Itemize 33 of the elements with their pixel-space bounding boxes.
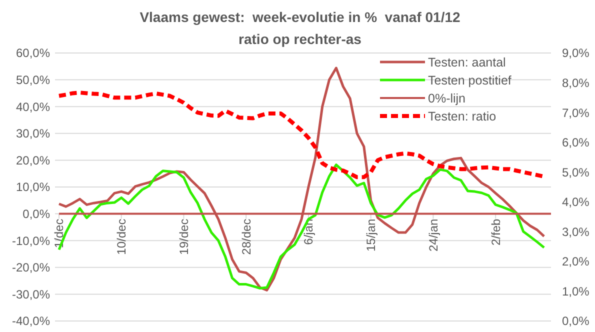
y2-tick-label: 6,0%	[562, 136, 590, 150]
x-tick-label: 15/jan	[364, 218, 378, 252]
y-tick-label: -30,0%	[12, 287, 50, 302]
legend-label: Testen: aantal	[428, 55, 506, 70]
legend-label: 0%-lijn	[428, 91, 466, 106]
y-tick-label: -20,0%	[12, 260, 50, 275]
chart-title: Vlaams gewest: week-evolutie in % vanaf 01/12	[140, 9, 460, 25]
y-tick-label: 60,0%	[16, 46, 50, 60]
y-tick-label: 10,0%	[16, 180, 50, 194]
y-tick-label: 40,0%	[16, 100, 50, 114]
y2-tick-label: 8,0%	[562, 76, 590, 90]
x-tick-label: 2/feb	[488, 218, 503, 246]
y-tick-label: 30,0%	[16, 126, 50, 141]
y-tick-label: 20,0%	[16, 153, 50, 168]
chart-subtitle: ratio op rechter-as	[238, 31, 362, 47]
y2-tick-label: 9,0%	[562, 46, 590, 60]
y2-tick-label: 0,0%	[562, 314, 590, 328]
x-tick-label: 28/dec	[239, 218, 254, 255]
y-tick-label: -10,0%	[12, 234, 50, 248]
legend-label: Testen: ratio	[428, 109, 496, 124]
x-tick-label: 10/dec	[114, 218, 129, 255]
x-tick-label: 24/jan	[426, 218, 440, 252]
y-tick-label: 50,0%	[16, 73, 50, 87]
y2-tick-label: 4,0%	[562, 195, 590, 210]
x-tick-label: 19/dec	[176, 218, 191, 255]
y-tick-label: -40,0%	[12, 314, 50, 328]
y2-tick-label: 7,0%	[562, 106, 590, 120]
y2-tick-label: 1,0%	[562, 284, 590, 298]
y2-tick-label: 2,0%	[562, 254, 590, 269]
legend-label: Testen postitief	[428, 73, 512, 88]
y-tick-label: 0,0%	[22, 207, 50, 221]
y2-tick-label: 5,0%	[562, 165, 590, 180]
y2-tick-label: 3,0%	[562, 224, 590, 239]
